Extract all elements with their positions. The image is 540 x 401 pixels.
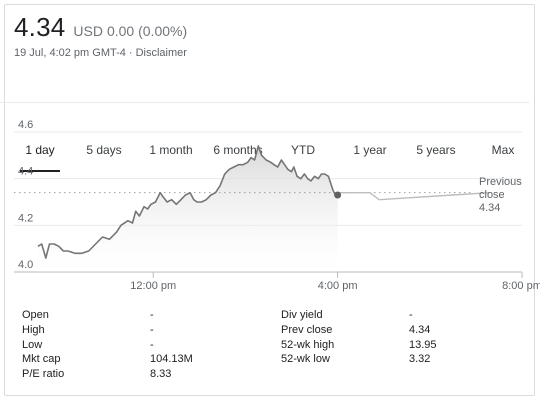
x-tick-label: 8:00 pm [502, 280, 540, 292]
price-area [38, 146, 338, 272]
quote-header: 4.34 USD 0.00 (0.00%) 19 Jul, 4:02 pm GM… [14, 12, 187, 59]
tab-max[interactable]: Max [491, 143, 515, 157]
currency-code: USD [73, 23, 103, 39]
x-tick-label: 12:00 pm [130, 280, 176, 292]
y-tick-label: 4.4 [18, 166, 33, 178]
price-row: 4.34 USD 0.00 (0.00%) [14, 12, 187, 43]
disclaimer-link[interactable]: Disclaimer [135, 47, 187, 59]
range-tabs: 1 day 5 days 1 month 6 months YTD 1 year… [0, 66, 529, 172]
tab-6-months[interactable]: 6 months [213, 143, 263, 157]
previous-close-label-value: 4.34 [479, 202, 500, 214]
last-price-marker [334, 191, 342, 199]
after-hours-price-line [337, 192, 490, 201]
stock-card [4, 4, 535, 396]
price-change: 0.00 (0.00%) [106, 23, 188, 39]
tab-1-year[interactable]: 1 year [353, 143, 387, 157]
y-tick-label: 4.2 [18, 212, 33, 224]
tab-5-days[interactable]: 5 days [86, 143, 122, 157]
current-price: 4.34 [14, 12, 66, 42]
area-fill [38, 146, 338, 272]
quote-meta: 19 Jul, 4:02 pm GMT-4 · Disclaimer [14, 47, 187, 59]
x-tick-label: 4:00 pm [318, 280, 358, 292]
meta-separator: · [128, 47, 133, 59]
tabs-divider [0, 102, 529, 103]
price-lines [37, 145, 490, 259]
y-tick-label: 4.0 [18, 259, 33, 271]
x-axis-ticks: 12:00 pm 4:00 pm 8:00 pm [130, 272, 540, 292]
tab-ytd[interactable]: YTD [291, 143, 315, 157]
intraday-price-line [37, 145, 339, 259]
quote-timestamp: 19 Jul, 4:02 pm GMT-4 [14, 47, 126, 59]
y-axis-ticks: 4.6 4.4 4.2 4.0 [18, 119, 33, 271]
tab-1-month[interactable]: 1 month [149, 143, 193, 157]
y-tick-label: 4.6 [18, 119, 33, 131]
tab-1-day[interactable]: 1 day [20, 136, 60, 172]
previous-close-label-line1: Previous [479, 176, 522, 188]
tab-5-years[interactable]: 5 years [416, 143, 456, 157]
previous-close-label-line2: close [479, 189, 505, 201]
